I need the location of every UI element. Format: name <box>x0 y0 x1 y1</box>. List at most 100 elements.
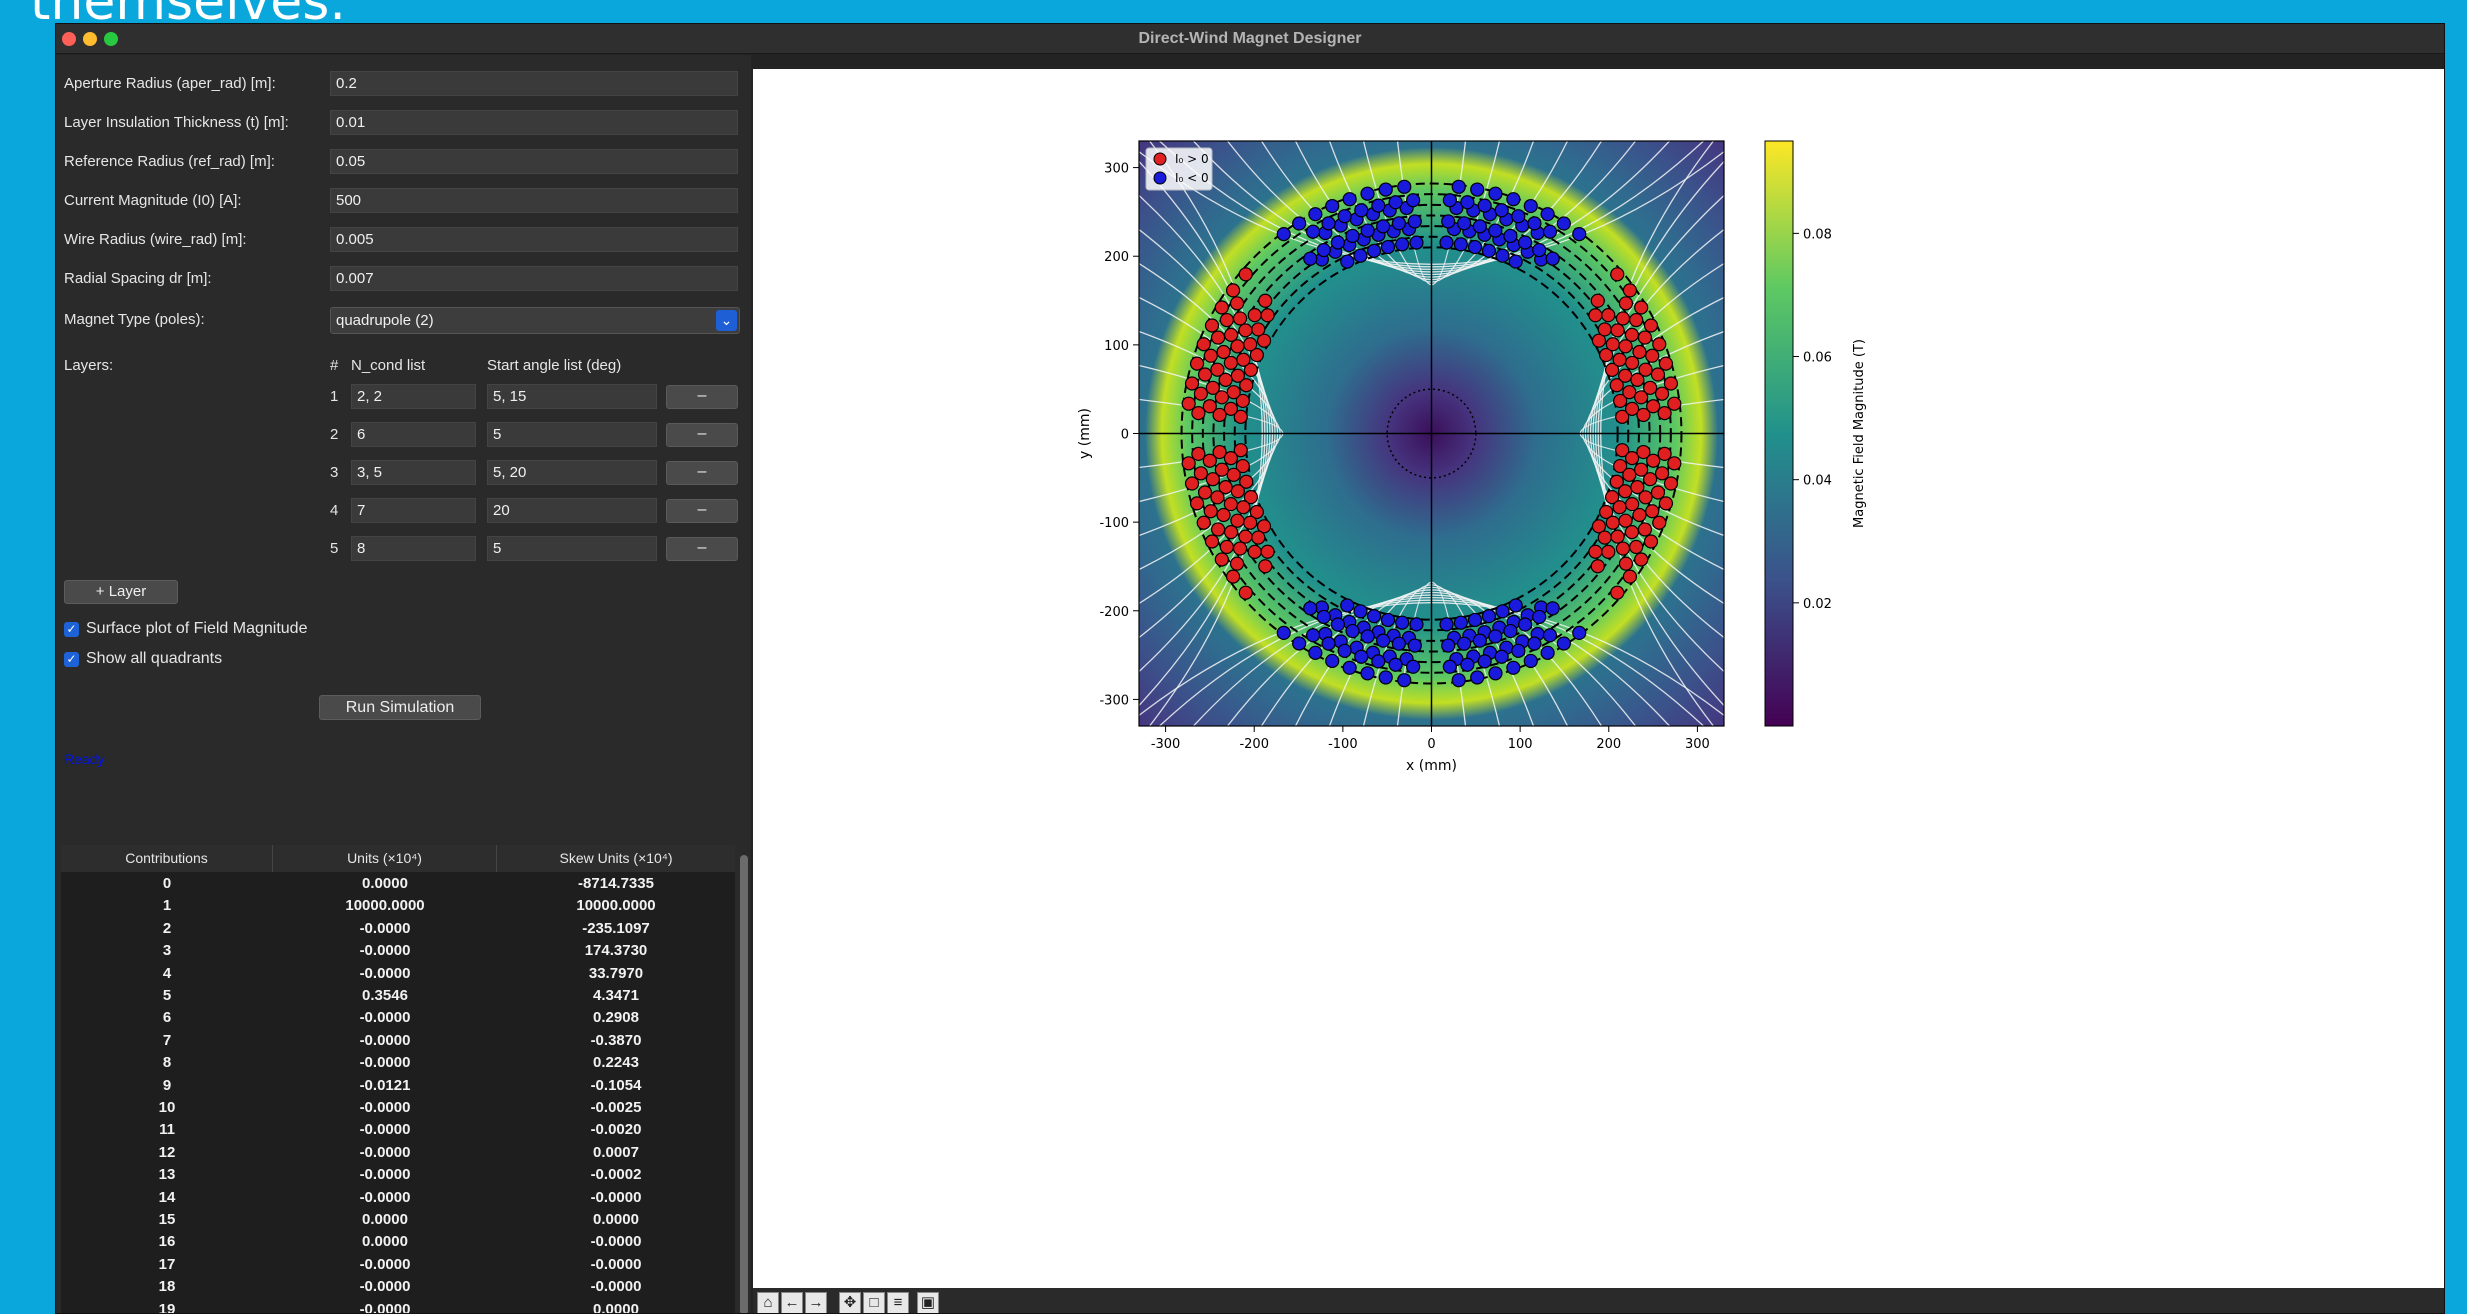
start-angle-input[interactable]: 5, 15 <box>487 384 657 409</box>
matplotlib-toolbar: ⌂ ← → ✥ □ ≡ ▣ <box>753 1288 2444 1313</box>
table-row[interactable]: 11 -0.0000 -0.0020 <box>61 1119 735 1142</box>
table-row[interactable]: 10 -0.0000 -0.0025 <box>61 1097 735 1120</box>
negative-conductor <box>1542 224 1558 239</box>
negative-conductor <box>1495 248 1510 263</box>
table-row[interactable]: 17 -0.0000 -0.0000 <box>61 1254 735 1277</box>
positive-conductor <box>1223 525 1239 540</box>
table-header-units[interactable]: Units (×10⁴) <box>273 845 497 872</box>
table-row[interactable]: 1 10000.0000 10000.0000 <box>61 895 735 918</box>
plot-canvas[interactable]: -300 -200 -100 0 100 200 300 300 200 100 0 -100 -200… <box>753 69 2444 1288</box>
table-row[interactable]: 16 0.0000 -0.0000 <box>61 1231 735 1254</box>
close-icon[interactable] <box>62 32 76 46</box>
current-magnitude-input[interactable]: 500 <box>330 188 738 213</box>
table-row[interactable]: 13 -0.0000 -0.0002 <box>61 1164 735 1187</box>
scrollbar-thumb[interactable] <box>740 855 748 1313</box>
table-row[interactable]: 12 -0.0000 0.0007 <box>61 1142 735 1165</box>
table-row[interactable]: 7 -0.0000 -0.3870 <box>61 1030 735 1053</box>
ncond-input[interactable]: 6 <box>351 422 476 447</box>
positive-conductor <box>1613 458 1628 474</box>
layer-number: 2 <box>330 426 339 443</box>
table-row[interactable]: 0 0.0000 -8714.7335 <box>61 873 735 896</box>
layer-number: 5 <box>330 540 339 557</box>
table-row[interactable]: 6 -0.0000 0.2908 <box>61 1007 735 1030</box>
start-angle-input[interactable]: 5 <box>487 536 657 561</box>
positive-conductor <box>1210 522 1226 537</box>
ncond-input[interactable]: 7 <box>351 498 476 523</box>
negative-conductor <box>1441 638 1456 653</box>
positive-conductor <box>1189 356 1205 371</box>
table-row[interactable]: 9 -0.0121 -0.1054 <box>61 1075 735 1098</box>
positive-conductor <box>1184 376 1200 391</box>
ncond-input[interactable]: 8 <box>351 536 476 561</box>
negative-conductor <box>1527 636 1542 651</box>
positive-conductor <box>1650 367 1666 382</box>
remove-layer-button[interactable]: – <box>666 461 738 485</box>
back-icon[interactable]: ← <box>781 1292 803 1313</box>
forward-icon[interactable]: → <box>805 1292 827 1313</box>
aperture-radius-input[interactable]: 0.2 <box>330 71 738 96</box>
run-simulation-button[interactable]: Run Simulation <box>319 695 481 720</box>
table-row[interactable]: 3 -0.0000 174.3730 <box>61 940 735 963</box>
table-row[interactable]: 14 -0.0000 -0.0000 <box>61 1187 735 1210</box>
pan-icon[interactable]: ✥ <box>839 1292 861 1313</box>
wire-radius-input[interactable]: 0.005 <box>330 227 738 252</box>
zoom-icon[interactable]: □ <box>863 1292 885 1313</box>
table-row[interactable]: 19 -0.0000 0.0000 <box>61 1299 735 1313</box>
negative-conductor <box>1545 251 1560 266</box>
contribution-index: 8 <box>162 1054 172 1072</box>
positive-conductor <box>1196 337 1211 352</box>
ncond-input[interactable]: 3, 5 <box>351 460 476 485</box>
negative-conductor <box>1366 243 1382 258</box>
positive-conductor <box>1189 496 1205 511</box>
positive-conductor <box>1605 337 1620 352</box>
table-header-skew-units[interactable]: Skew Units (×10⁴) <box>497 845 735 872</box>
chevron-down-icon[interactable]: ⌄ <box>716 310 737 331</box>
legend-label-positive: I₀ > 0 <box>1175 152 1209 166</box>
positive-conductor <box>1197 367 1213 382</box>
negative-conductor <box>1292 216 1307 231</box>
positive-conductor <box>1629 312 1644 328</box>
negative-conductor <box>1409 617 1424 632</box>
positive-conductor <box>1609 474 1624 489</box>
positive-conductor <box>1615 409 1630 424</box>
positive-conductor <box>1229 296 1245 311</box>
y-axis-label: y (mm) <box>1077 408 1093 459</box>
table-row[interactable]: 18 -0.0000 -0.0000 <box>61 1276 735 1299</box>
positive-conductor <box>1202 453 1217 468</box>
contribution-index: 16 <box>158 1233 176 1251</box>
table-row[interactable]: 4 -0.0000 33.7970 <box>61 963 735 986</box>
reference-radius-input[interactable]: 0.05 <box>330 149 738 174</box>
insulation-thickness-input[interactable]: 0.01 <box>330 110 738 135</box>
save-icon[interactable]: ▣ <box>917 1292 939 1313</box>
table-row[interactable]: 5 0.3546 4.3471 <box>61 985 735 1008</box>
start-angle-input[interactable]: 5 <box>487 422 657 447</box>
remove-layer-button[interactable]: – <box>666 423 738 447</box>
start-angle-input[interactable]: 5, 20 <box>487 460 657 485</box>
table-scrollbar[interactable] <box>740 845 748 1313</box>
zoom-window-icon[interactable] <box>104 32 118 46</box>
positive-conductor <box>1663 376 1679 391</box>
magnet-type-select[interactable]: quadrupole (2) ⌄ <box>330 307 740 334</box>
remove-layer-button[interactable]: – <box>666 499 738 523</box>
radial-spacing-input[interactable]: 0.007 <box>330 266 738 291</box>
table-row[interactable]: 15 0.0000 0.0000 <box>61 1209 735 1232</box>
minimize-icon[interactable] <box>83 32 97 46</box>
start-angle-input[interactable]: 20 <box>487 498 657 523</box>
positive-conductor <box>1624 401 1640 416</box>
remove-layer-button[interactable]: – <box>666 385 738 409</box>
home-icon[interactable]: ⌂ <box>757 1292 779 1313</box>
configure-icon[interactable]: ≡ <box>887 1292 909 1313</box>
positive-conductor <box>1239 474 1254 489</box>
negative-conductor <box>1330 617 1346 632</box>
table-header-contributions[interactable]: Contributions <box>61 845 273 872</box>
ncond-input[interactable]: 2, 2 <box>351 384 476 409</box>
surface-plot-checkbox[interactable]: ✓ <box>64 622 79 637</box>
remove-layer-button[interactable]: – <box>666 537 738 561</box>
positive-conductor <box>1636 407 1651 423</box>
negative-conductor <box>1360 186 1375 201</box>
positive-conductor <box>1225 283 1241 298</box>
table-row[interactable]: 2 -0.0000 -235.1097 <box>61 918 735 941</box>
show-quadrants-checkbox[interactable]: ✓ <box>64 652 79 667</box>
add-layer-button[interactable]: + Layer <box>64 580 178 604</box>
table-row[interactable]: 8 -0.0000 0.2243 <box>61 1052 735 1075</box>
